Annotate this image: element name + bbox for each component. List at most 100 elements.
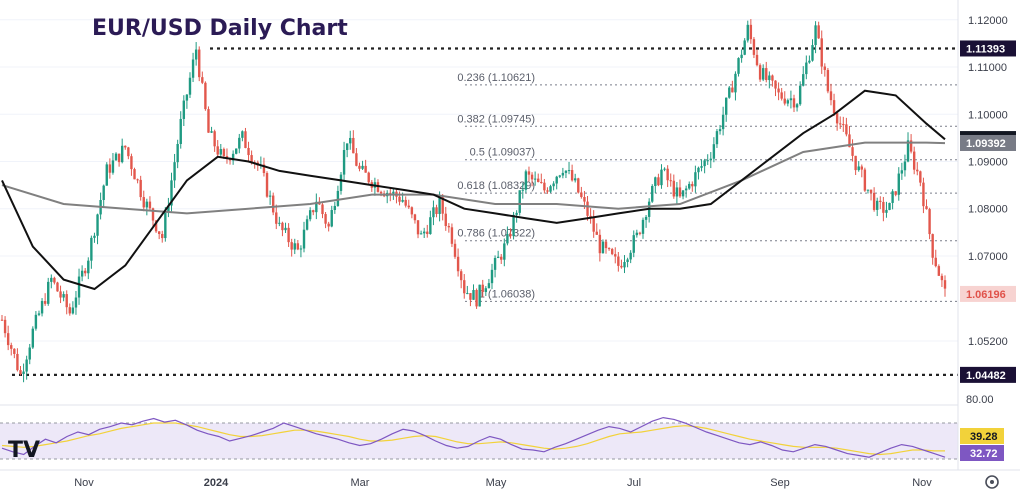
candle-body bbox=[469, 293, 472, 300]
candle-body bbox=[204, 82, 207, 110]
candle-body bbox=[475, 290, 478, 307]
candle-body bbox=[820, 38, 823, 67]
candle-body bbox=[500, 256, 503, 260]
candle-body bbox=[598, 234, 602, 254]
candle-body bbox=[721, 114, 725, 130]
candle-body bbox=[746, 24, 749, 41]
candle-body bbox=[537, 178, 540, 183]
candle-body bbox=[580, 192, 583, 198]
fib-label: 0.786 (1.07322) bbox=[457, 228, 535, 240]
gear-icon[interactable] bbox=[985, 475, 999, 489]
candle-body bbox=[623, 262, 626, 268]
price-axis: 1.12000 1.11000 1.10000 1.09000 1.08000 1.070… bbox=[968, 15, 1008, 348]
candle-body bbox=[626, 259, 629, 263]
candle-body bbox=[176, 143, 179, 163]
candle-body bbox=[688, 183, 691, 189]
candle-body bbox=[533, 178, 537, 180]
candle-body bbox=[607, 248, 611, 250]
candle-body bbox=[16, 353, 19, 371]
candle-body bbox=[389, 192, 392, 194]
candle-body bbox=[669, 180, 672, 182]
candle-body bbox=[681, 190, 685, 197]
candle-body bbox=[327, 223, 330, 227]
candle-body bbox=[305, 219, 309, 230]
candle-body bbox=[478, 284, 481, 307]
candle-body bbox=[330, 209, 333, 227]
candle-body bbox=[145, 201, 149, 208]
candle-body bbox=[281, 222, 284, 231]
candle-body bbox=[268, 195, 272, 197]
candle-body bbox=[0, 319, 4, 321]
candle-body bbox=[937, 266, 941, 276]
candle-body bbox=[928, 209, 931, 235]
candle-body bbox=[808, 60, 811, 63]
price-tick-label: 1.12000 bbox=[968, 15, 1008, 27]
candle-body bbox=[235, 148, 238, 154]
candle-body bbox=[130, 156, 133, 170]
candle-body bbox=[321, 204, 324, 215]
candle-body bbox=[709, 158, 712, 161]
candle-body bbox=[173, 162, 176, 181]
candle-body bbox=[154, 220, 158, 232]
candle-body bbox=[367, 172, 370, 183]
candle-body bbox=[718, 129, 722, 132]
candle-body bbox=[90, 237, 93, 261]
candle-body bbox=[925, 206, 928, 210]
chart-title: EUR/USD Daily Chart bbox=[92, 16, 348, 41]
candle-body bbox=[401, 199, 404, 202]
candle-body bbox=[241, 131, 244, 138]
candle-body bbox=[768, 75, 771, 81]
candle-body bbox=[34, 314, 38, 329]
candle-body bbox=[823, 66, 827, 70]
time-tick-label: Jul bbox=[627, 477, 641, 489]
candle-body bbox=[638, 232, 642, 234]
candle-body bbox=[694, 172, 697, 187]
candle-body bbox=[586, 201, 589, 216]
price-tick-label: 1.05200 bbox=[968, 336, 1008, 348]
candle-body bbox=[6, 333, 10, 346]
candle-body bbox=[342, 150, 346, 175]
candle-body bbox=[77, 276, 81, 298]
candle-body bbox=[771, 75, 774, 81]
candle-body bbox=[798, 85, 802, 105]
ma-200-line bbox=[1, 141, 946, 215]
candle-body bbox=[758, 65, 762, 80]
candle-body bbox=[922, 182, 925, 207]
candle-body bbox=[447, 225, 451, 228]
candle-body bbox=[185, 94, 189, 101]
price-tag-label: 1.09392 bbox=[966, 138, 1006, 150]
candle-body bbox=[453, 243, 457, 257]
candle-body bbox=[435, 207, 438, 214]
candle-body bbox=[352, 137, 355, 154]
candle-body bbox=[795, 104, 799, 108]
candle-body bbox=[903, 161, 907, 171]
candle-body bbox=[31, 328, 35, 348]
candle-body bbox=[583, 197, 586, 202]
candle-body bbox=[839, 123, 842, 125]
candle-body bbox=[124, 145, 127, 148]
candle-body bbox=[570, 170, 574, 181]
candlesticks bbox=[0, 19, 947, 383]
candle-body bbox=[40, 301, 44, 314]
candle-body bbox=[524, 171, 528, 190]
candle-body bbox=[336, 190, 340, 206]
candle-body bbox=[842, 124, 845, 126]
candle-body bbox=[490, 269, 494, 284]
candle-body bbox=[684, 188, 688, 191]
candle-body bbox=[872, 192, 876, 210]
candle-body bbox=[413, 214, 417, 221]
candle-body bbox=[161, 234, 164, 239]
candle-body bbox=[355, 153, 358, 166]
candle-body bbox=[364, 165, 367, 173]
price-tag-label: 1.06196 bbox=[966, 289, 1006, 301]
candle-body bbox=[80, 270, 84, 277]
candle-body bbox=[786, 100, 790, 104]
candle-body bbox=[466, 293, 469, 295]
candle-body bbox=[610, 249, 614, 255]
candle-body bbox=[398, 196, 401, 202]
candle-body bbox=[463, 280, 466, 294]
candle-body bbox=[265, 173, 269, 197]
candle-body bbox=[734, 73, 737, 93]
candle-body bbox=[835, 113, 839, 124]
candle-body bbox=[28, 347, 31, 360]
